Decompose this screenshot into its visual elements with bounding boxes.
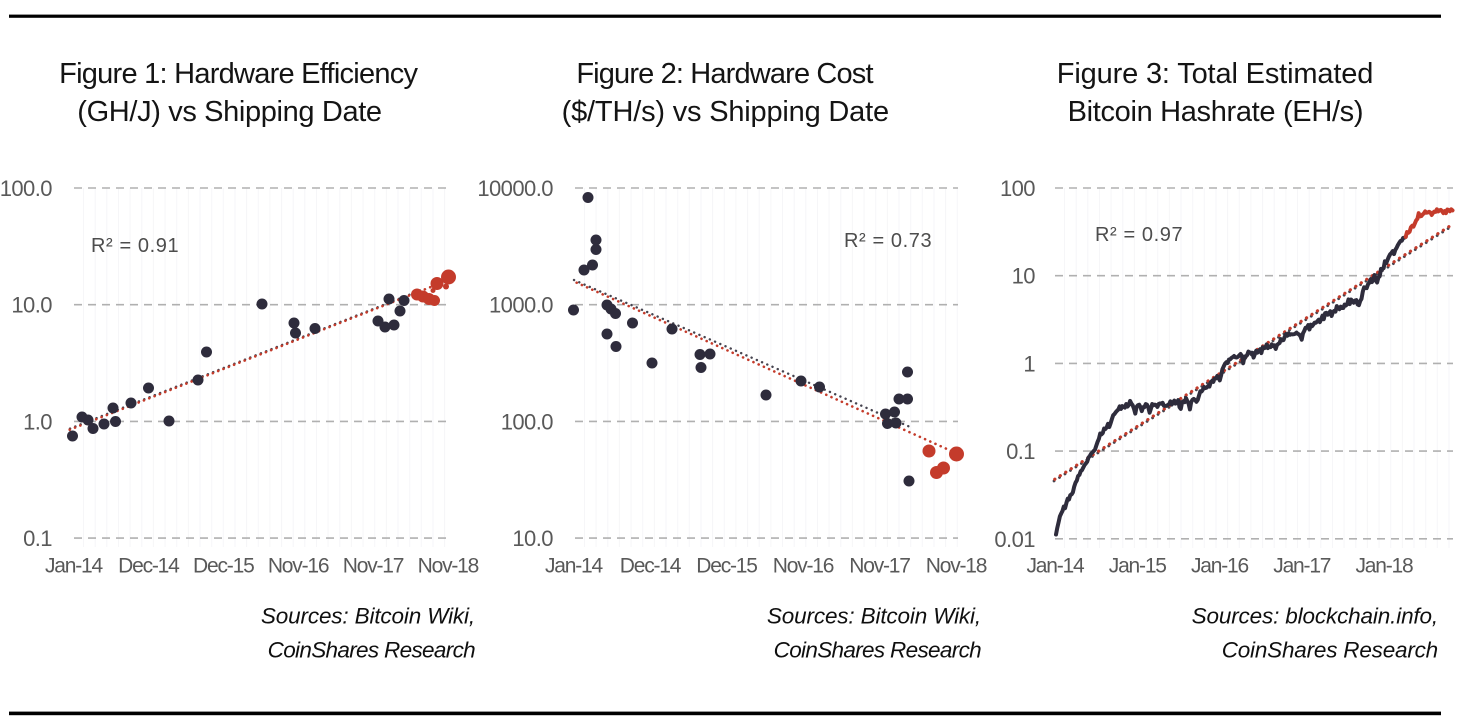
svg-text:Jan-17: Jan-17: [1273, 555, 1331, 578]
svg-text:Sources: Bitcoin Wiki,: Sources: Bitcoin Wiki,: [767, 604, 981, 629]
svg-text:Nov-16: Nov-16: [773, 555, 834, 578]
svg-text:CoinShares Research: CoinShares Research: [268, 638, 476, 663]
svg-text:Dec-14: Dec-14: [118, 555, 180, 578]
svg-text:Jan-14: Jan-14: [45, 555, 104, 578]
svg-text:Dec-15: Dec-15: [696, 555, 757, 578]
svg-text:($/TH/s) vs Shipping Date: ($/TH/s) vs Shipping Date: [562, 96, 889, 128]
svg-text:Nov-18: Nov-18: [418, 555, 479, 578]
svg-text:100.0: 100.0: [501, 409, 554, 434]
svg-text:1: 1: [1023, 351, 1035, 376]
svg-text:R² = 0.91: R² = 0.91: [91, 235, 179, 257]
svg-text:Figure 3: Total Estimated: Figure 3: Total Estimated: [1057, 58, 1373, 90]
svg-text:Figure 2: Hardware Cost: Figure 2: Hardware Cost: [576, 58, 873, 90]
svg-text:1.0: 1.0: [23, 409, 52, 434]
svg-text:R² = 0.97: R² = 0.97: [1095, 224, 1183, 246]
svg-text:0.1: 0.1: [23, 526, 52, 551]
svg-text:10000.0: 10000.0: [477, 176, 553, 201]
svg-text:Sources: blockchain.info,: Sources: blockchain.info,: [1192, 604, 1438, 629]
svg-text:10: 10: [1012, 264, 1036, 289]
svg-text:Jan-14: Jan-14: [1026, 555, 1085, 578]
svg-text:R² = 0.73: R² = 0.73: [844, 230, 932, 252]
svg-text:Dec-15: Dec-15: [193, 555, 254, 578]
svg-text:Nov-16: Nov-16: [268, 555, 329, 578]
svg-text:100: 100: [1000, 176, 1035, 201]
svg-text:Figure 1: Hardware Efficiency: Figure 1: Hardware Efficiency: [59, 58, 418, 90]
svg-text:Nov-18: Nov-18: [926, 555, 987, 578]
svg-text:0.1: 0.1: [1006, 439, 1035, 464]
svg-text:10.0: 10.0: [512, 526, 553, 551]
svg-text:Nov-17: Nov-17: [849, 555, 910, 578]
svg-text:CoinShares Research: CoinShares Research: [774, 638, 982, 663]
svg-text:Jan-18: Jan-18: [1355, 555, 1413, 578]
svg-text:0.01: 0.01: [994, 527, 1035, 552]
svg-text:Jan-14: Jan-14: [545, 555, 604, 578]
svg-text:CoinShares Research: CoinShares Research: [1222, 638, 1438, 663]
svg-text:Nov-17: Nov-17: [343, 555, 404, 578]
svg-text:1000.0: 1000.0: [489, 293, 553, 318]
svg-text:Dec-14: Dec-14: [620, 555, 682, 578]
svg-text:Bitcoin Hashrate (EH/s): Bitcoin Hashrate (EH/s): [1068, 96, 1364, 128]
svg-text:Jan-16: Jan-16: [1191, 555, 1249, 578]
svg-text:100.0: 100.0: [0, 176, 52, 201]
svg-text:(GH/J) vs Shipping Date: (GH/J) vs Shipping Date: [77, 96, 381, 128]
svg-text:10.0: 10.0: [11, 293, 52, 318]
svg-text:Jan-15: Jan-15: [1109, 555, 1167, 578]
svg-text:Sources: Bitcoin Wiki,: Sources: Bitcoin Wiki,: [261, 604, 475, 629]
